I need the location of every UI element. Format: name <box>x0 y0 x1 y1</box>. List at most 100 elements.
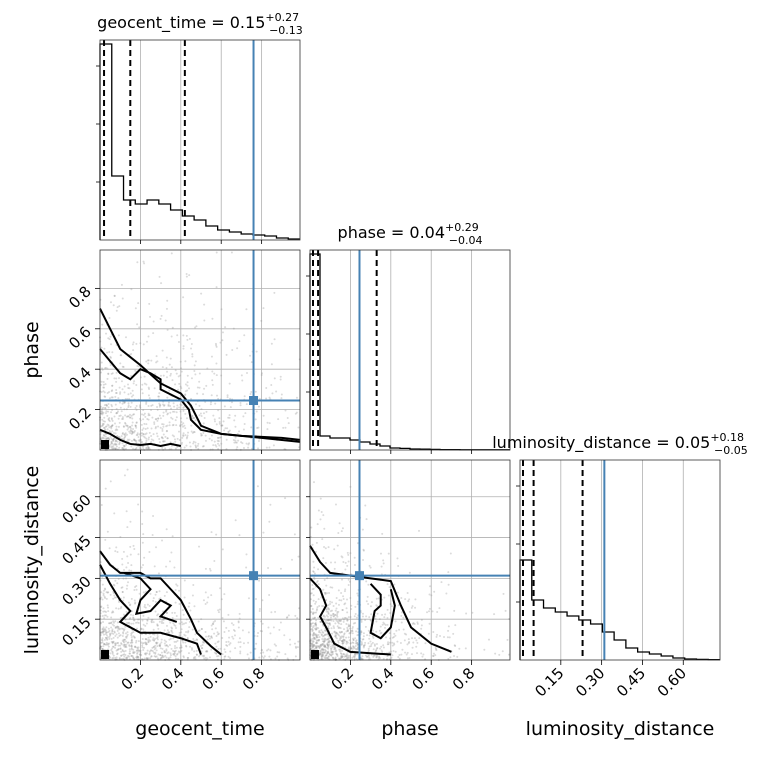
sample-point <box>391 644 394 647</box>
sample-point <box>124 422 127 425</box>
sample-point <box>345 630 348 633</box>
sample-point <box>271 392 274 395</box>
sample-point <box>247 631 250 634</box>
sample-point <box>116 582 119 585</box>
sample-point <box>297 640 300 643</box>
sample-point <box>433 590 436 593</box>
sample-point <box>348 654 351 657</box>
sample-point <box>160 620 163 623</box>
sample-point <box>135 421 138 424</box>
sample-point <box>346 617 349 620</box>
sample-point <box>148 414 151 417</box>
sample-point <box>145 383 148 386</box>
sample-point <box>346 611 349 614</box>
sample-point <box>217 632 220 635</box>
sample-point <box>101 639 104 642</box>
sample-point <box>112 443 115 446</box>
sample-point <box>111 645 114 648</box>
phase-y-tick-label: 0.8 <box>65 282 95 312</box>
sample-point <box>161 437 164 440</box>
sample-point <box>340 599 343 602</box>
sample-point <box>321 653 324 656</box>
sample-point <box>380 649 383 652</box>
sample-point <box>101 368 104 371</box>
sample-point <box>116 653 119 656</box>
sample-point <box>159 417 162 420</box>
sample-point <box>115 439 118 442</box>
sample-point <box>356 600 359 603</box>
sample-point <box>381 532 384 535</box>
sample-point <box>112 432 115 435</box>
sample-point <box>108 420 111 423</box>
sample-point <box>315 642 318 645</box>
sample-point <box>134 425 137 428</box>
sample-point <box>117 641 120 644</box>
sample-point <box>192 584 195 587</box>
sample-point <box>283 634 286 637</box>
sample-point <box>111 389 114 392</box>
sample-point <box>103 587 106 590</box>
sample-point <box>397 564 400 567</box>
sample-point <box>132 616 135 619</box>
sample-point <box>187 605 190 608</box>
sample-point <box>137 302 140 305</box>
sample-point <box>119 616 122 619</box>
sample-point <box>321 651 324 654</box>
sample-point <box>173 650 176 653</box>
sample-point <box>102 645 105 648</box>
sample-point <box>327 607 330 610</box>
sample-point <box>124 432 127 435</box>
sample-point <box>114 447 117 450</box>
sample-point <box>204 630 207 633</box>
contour-line <box>99 428 182 447</box>
sample-point <box>131 421 134 424</box>
sample-point <box>111 447 114 450</box>
sample-point <box>174 440 177 443</box>
sample-point <box>100 437 103 440</box>
sample-point <box>506 638 509 641</box>
sample-point <box>112 636 115 639</box>
luminosity-distance-vs-phase-panel-samples <box>309 481 511 661</box>
sample-point <box>173 566 176 569</box>
sample-point <box>135 421 138 424</box>
sample-point <box>157 425 160 428</box>
sample-point <box>334 632 337 635</box>
sample-point <box>174 369 177 372</box>
sample-point <box>176 407 179 410</box>
sample-point <box>170 416 173 419</box>
sample-point <box>122 638 125 641</box>
sample-point <box>114 642 117 645</box>
geocent_time-histogram-steps <box>99 43 300 240</box>
sample-point <box>211 636 214 639</box>
sample-point <box>110 403 113 406</box>
sample-point <box>348 624 351 627</box>
sample-point <box>216 436 219 439</box>
sample-point <box>388 586 391 589</box>
sample-point <box>230 401 233 404</box>
sample-point <box>344 616 347 619</box>
sample-point <box>213 372 216 375</box>
sample-point <box>321 651 324 654</box>
sample-point <box>140 441 143 444</box>
sample-point <box>154 425 157 428</box>
sample-point <box>241 442 244 445</box>
sample-point <box>226 427 229 430</box>
sample-point <box>310 611 313 614</box>
sample-point <box>340 623 343 626</box>
sample-point <box>338 599 341 602</box>
sample-point <box>152 515 155 518</box>
sample-point <box>117 425 120 428</box>
sample-point <box>206 657 209 660</box>
sample-point <box>120 654 123 657</box>
sample-point <box>268 396 271 399</box>
sample-point <box>354 613 357 616</box>
sample-point <box>179 374 182 377</box>
sample-point <box>215 344 218 347</box>
sample-point <box>128 416 131 419</box>
sample-point <box>102 610 105 613</box>
sample-point <box>130 288 133 291</box>
sample-point <box>125 415 128 418</box>
sample-point <box>118 436 121 439</box>
sample-point <box>348 625 351 628</box>
